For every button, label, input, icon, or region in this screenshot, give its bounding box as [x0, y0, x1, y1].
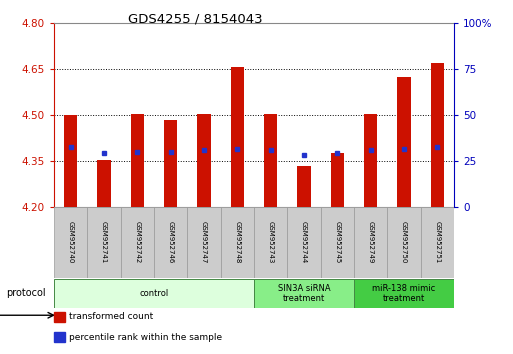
FancyBboxPatch shape — [287, 207, 321, 278]
FancyBboxPatch shape — [221, 207, 254, 278]
FancyBboxPatch shape — [354, 279, 454, 308]
Bar — [330, 153, 344, 207]
FancyBboxPatch shape — [187, 207, 221, 278]
FancyBboxPatch shape — [254, 279, 354, 308]
Text: GSM952749: GSM952749 — [368, 221, 373, 264]
Text: GSM952742: GSM952742 — [134, 221, 140, 264]
Text: GSM952741: GSM952741 — [101, 221, 107, 264]
FancyBboxPatch shape — [54, 207, 87, 278]
Bar — [197, 114, 210, 207]
Text: percentile rank within the sample: percentile rank within the sample — [69, 333, 222, 342]
Text: protocol: protocol — [6, 288, 46, 298]
Bar — [397, 77, 410, 207]
FancyBboxPatch shape — [387, 207, 421, 278]
Bar — [230, 68, 244, 207]
Bar — [297, 166, 310, 207]
Text: GDS4255 / 8154043: GDS4255 / 8154043 — [128, 12, 262, 25]
Text: transformed count: transformed count — [69, 312, 153, 321]
Text: GSM952740: GSM952740 — [68, 221, 73, 264]
FancyBboxPatch shape — [154, 207, 187, 278]
Text: GSM952750: GSM952750 — [401, 221, 407, 264]
Text: GSM952744: GSM952744 — [301, 221, 307, 264]
FancyBboxPatch shape — [421, 207, 454, 278]
Text: GSM952743: GSM952743 — [268, 221, 273, 264]
FancyBboxPatch shape — [254, 207, 287, 278]
Text: GSM952745: GSM952745 — [334, 221, 340, 264]
Text: control: control — [139, 289, 169, 298]
Bar — [130, 114, 144, 207]
Bar — [264, 114, 277, 207]
Text: GSM952747: GSM952747 — [201, 221, 207, 264]
Bar — [64, 115, 77, 207]
Text: SIN3A siRNA
treatment: SIN3A siRNA treatment — [278, 284, 330, 303]
FancyBboxPatch shape — [321, 207, 354, 278]
Text: GSM952751: GSM952751 — [435, 221, 440, 264]
Text: GSM952748: GSM952748 — [234, 221, 240, 264]
Bar — [164, 120, 177, 207]
Text: GSM952746: GSM952746 — [168, 221, 173, 264]
FancyBboxPatch shape — [121, 207, 154, 278]
FancyBboxPatch shape — [354, 207, 387, 278]
Text: miR-138 mimic
treatment: miR-138 mimic treatment — [372, 284, 436, 303]
Bar — [430, 63, 444, 207]
FancyBboxPatch shape — [54, 279, 254, 308]
FancyBboxPatch shape — [87, 207, 121, 278]
Bar — [97, 160, 110, 207]
Bar — [364, 114, 377, 207]
